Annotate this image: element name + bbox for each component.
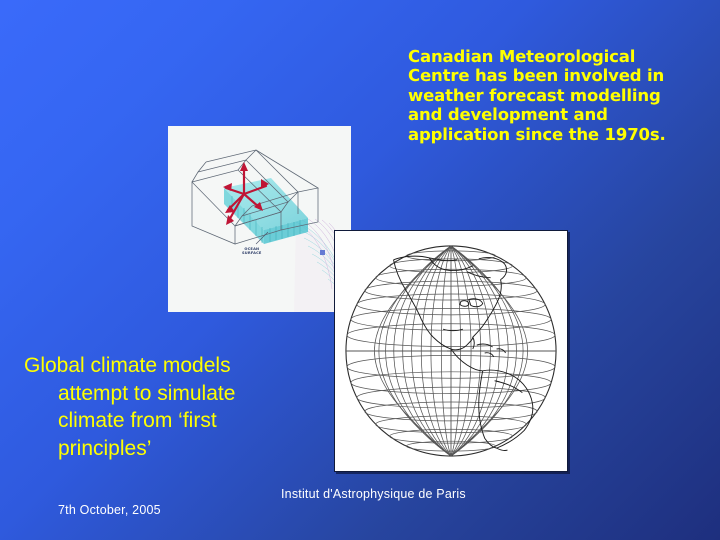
footer-organisation: Institut d'Astrophysique de Paris xyxy=(281,487,466,501)
body-line-4: principles’ xyxy=(58,436,152,460)
ocean-surface-caption: OCEAN SURFACE xyxy=(242,247,262,256)
gridcell-wireframe xyxy=(191,149,320,245)
caption-leader-line xyxy=(255,231,269,245)
coastlines xyxy=(393,255,534,451)
flux-arrowheads xyxy=(223,162,269,225)
body-line-2: attempt to simulate xyxy=(58,381,236,405)
body-text: Global climate models attempt to simulat… xyxy=(24,352,324,462)
highlighted-grid-cell xyxy=(320,250,325,255)
centre-marker xyxy=(447,347,455,355)
climate-model-gridcell-figure: OCEAN SURFACE xyxy=(168,126,351,312)
globe-graticule-figure xyxy=(334,230,568,472)
heading-text: Canadian Meteorological Centre has been … xyxy=(408,47,670,144)
body-line-3: climate from ‘first xyxy=(58,409,217,432)
footer-date: 7th October, 2005 xyxy=(58,503,161,517)
body-line-1: Global climate models xyxy=(24,354,231,377)
